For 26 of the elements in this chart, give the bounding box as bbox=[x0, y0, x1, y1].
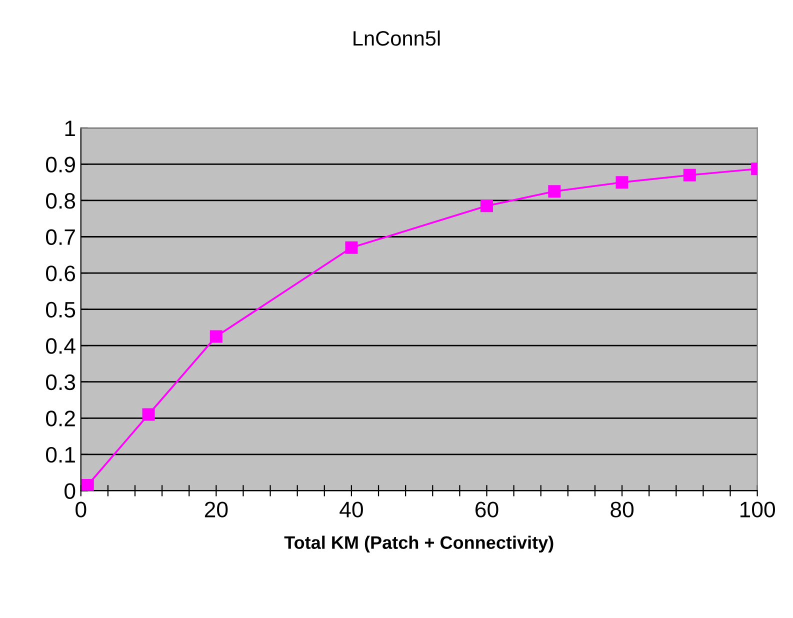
y-tick-label: 1 bbox=[65, 120, 75, 136]
y-tick-label: 0.9 bbox=[46, 156, 75, 172]
point bbox=[345, 241, 358, 254]
x-tick-label: 40 bbox=[340, 502, 363, 518]
point bbox=[616, 176, 628, 189]
y-tick-label: 0.5 bbox=[46, 302, 76, 318]
y-tick-label: 0.1 bbox=[46, 446, 75, 463]
x-tick-label: 60 bbox=[476, 502, 498, 518]
y-tick-label: 0.2 bbox=[46, 410, 75, 426]
x-tick-label: 100 bbox=[740, 502, 775, 518]
y-tick-label: 0 bbox=[64, 483, 76, 499]
y-tick-label: 0.4 bbox=[46, 338, 76, 354]
x-tick-label: 0 bbox=[76, 502, 86, 518]
x-tick-label: 20 bbox=[204, 502, 228, 518]
point bbox=[210, 330, 222, 343]
y-tick-label: 0.6 bbox=[46, 266, 76, 282]
y-tick-label: 0.3 bbox=[46, 374, 76, 390]
y-tick-label: 0.7 bbox=[46, 229, 75, 246]
chart-title: LnConn5l bbox=[354, 30, 440, 46]
point bbox=[142, 408, 155, 421]
point bbox=[683, 168, 696, 182]
point bbox=[548, 185, 561, 198]
x-axis-title: Total KM (Patch + Connectivity) bbox=[284, 536, 554, 553]
x-tick-label: 80 bbox=[610, 502, 634, 518]
y-tick-label: 0.8 bbox=[46, 193, 76, 209]
point bbox=[480, 200, 493, 212]
